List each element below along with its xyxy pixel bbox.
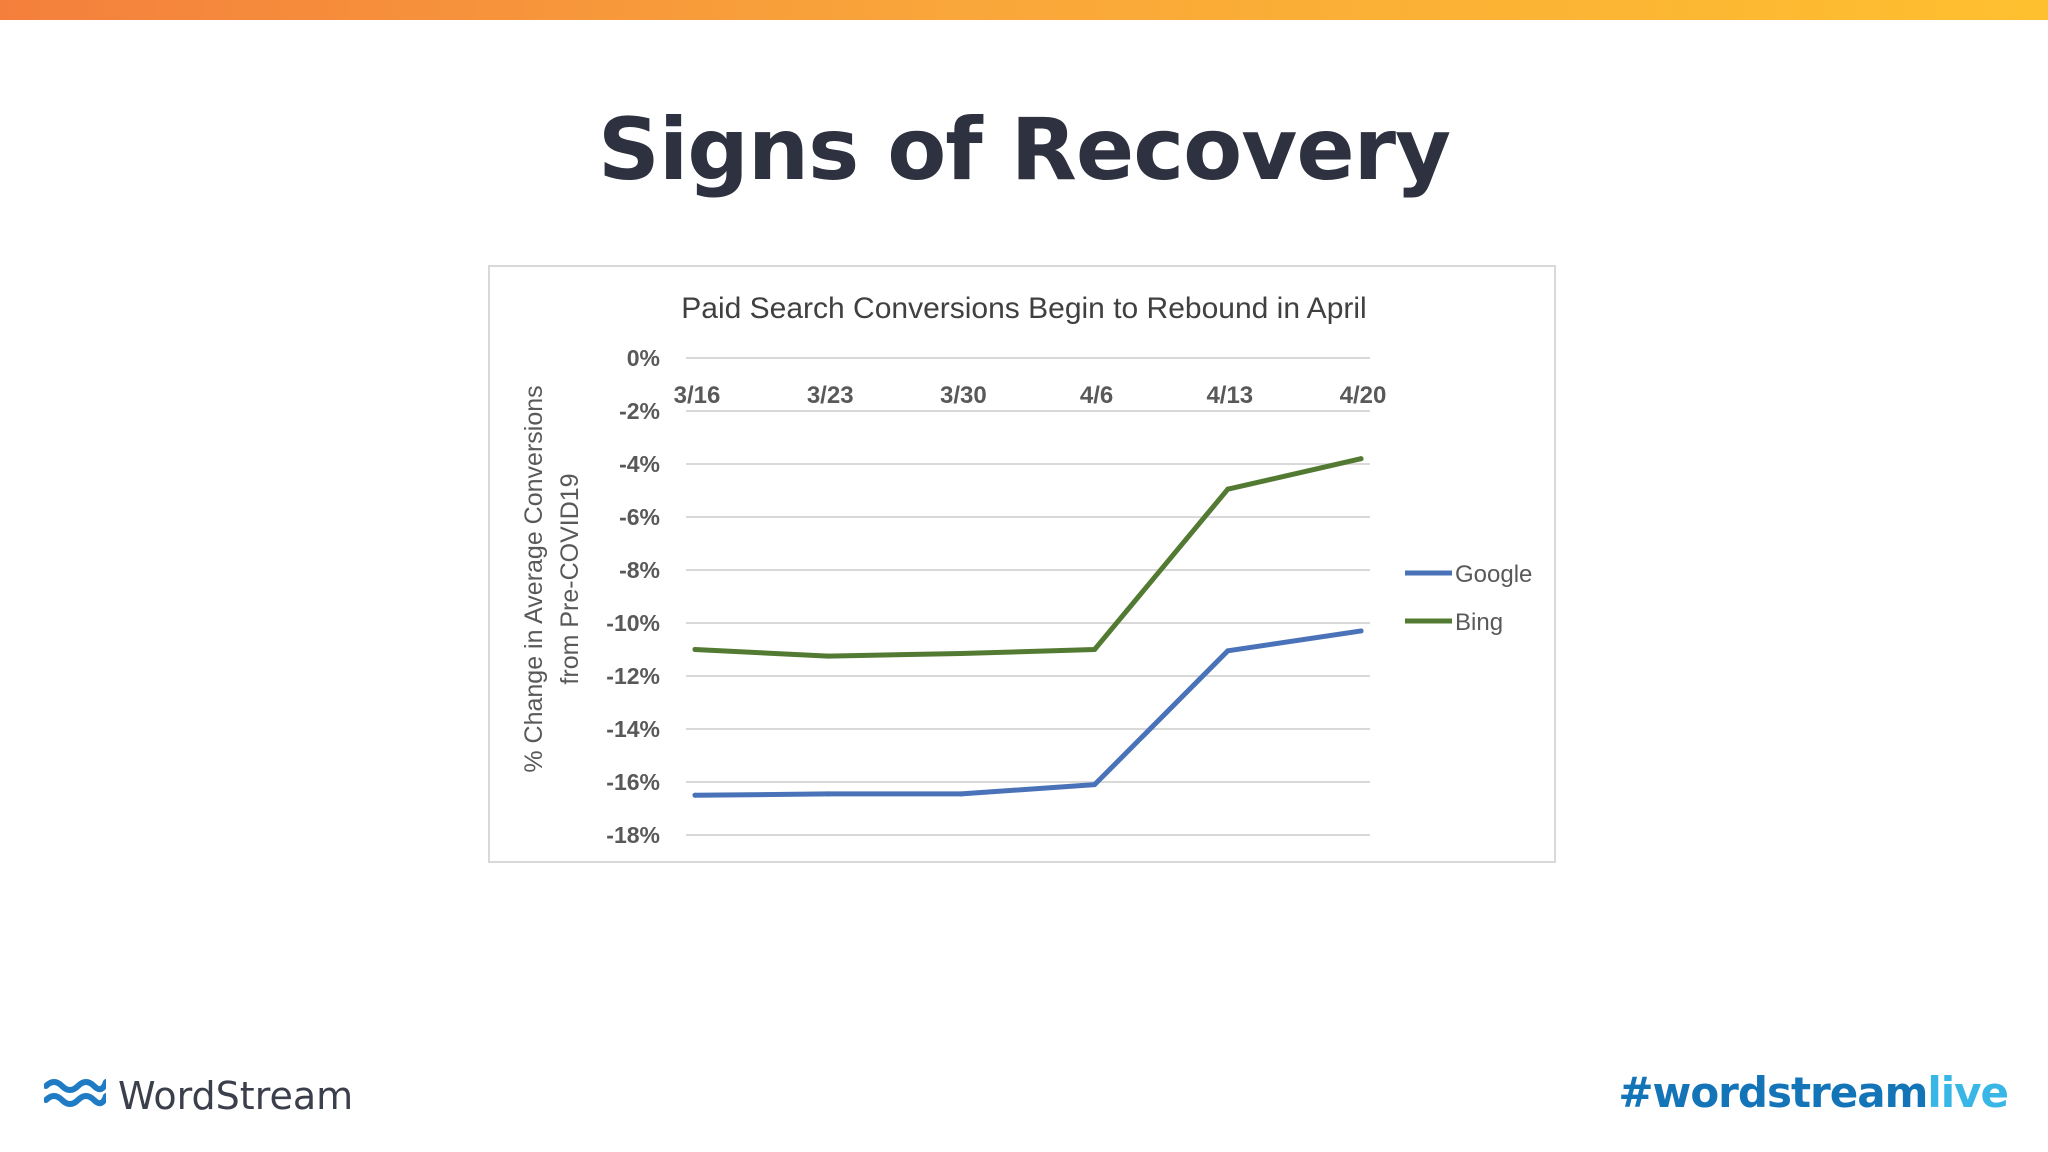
x-axis-ticks: 3/16 3/23 3/30 4/6 4/13 4/20 [674,382,1387,409]
x-tick-label: 3/16 [674,382,721,409]
data-point-bing [1358,456,1364,462]
x-tick-label: 4/20 [1340,382,1387,409]
chart-container: Paid Search Conversions Begin to Rebound… [488,265,1556,863]
y-tick-label: -12% [606,663,660,689]
y-tick-label: 0% [627,345,660,371]
wordstream-wave-icon [44,1079,106,1107]
slide-title: Signs of Recovery [597,100,1451,200]
data-point-google [825,791,831,797]
brand-name: WordStream [118,1074,354,1118]
y-tick-label: -4% [619,451,660,477]
data-point-google [1225,648,1231,654]
data-point-google [692,792,698,798]
data-point-bing [825,653,831,659]
data-point-google [1358,628,1364,634]
gridlines [686,357,1370,836]
series-lines [692,456,1364,798]
y-tick-label: -2% [619,398,660,424]
line-chart: Paid Search Conversions Begin to Rebound… [520,292,1532,848]
x-tick-label: 3/23 [807,382,854,409]
y-axis-label-line2: from Pre-COVID19 [556,473,584,684]
data-point-bing [1225,486,1231,492]
top-accent-bar [0,0,2048,20]
data-point-google [1092,782,1098,788]
y-axis-label-line1: % Change in Average Conversions [520,385,548,772]
y-tick-label: -14% [606,716,660,742]
x-tick-label: 4/6 [1080,382,1113,409]
legend-label-bing: Bing [1455,609,1503,636]
series-line-google [692,628,1364,798]
chart-title: Paid Search Conversions Begin to Rebound… [681,292,1366,325]
y-tick-label: -6% [619,504,660,530]
series-line-bing [692,456,1364,659]
event-hashtag: #wordstreamlive [1618,1068,2009,1117]
hashtag-main: #wordstream [1618,1068,1928,1117]
y-tick-label: -16% [606,769,660,795]
wordstream-logo: WordStream [44,1072,353,1120]
data-point-bing [958,650,964,656]
y-tick-label: -8% [619,557,660,583]
legend-label-google: Google [1455,561,1532,588]
legend: Google Bing [1405,561,1532,636]
y-tick-label: -10% [606,610,660,636]
data-point-google [958,791,964,797]
y-axis-ticks: 0% -2% -4% -6% -8% -10% -12% -14% -16% -18% [606,345,660,848]
x-tick-label: 4/13 [1206,382,1253,409]
y-tick-label: -18% [606,822,660,848]
hashtag-accent: live [1927,1068,2009,1117]
y-axis-label: % Change in Average Conversions from Pre-… [520,385,584,772]
data-point-bing [1092,647,1098,652]
x-tick-label: 3/30 [940,382,987,409]
data-point-bing [692,647,698,652]
